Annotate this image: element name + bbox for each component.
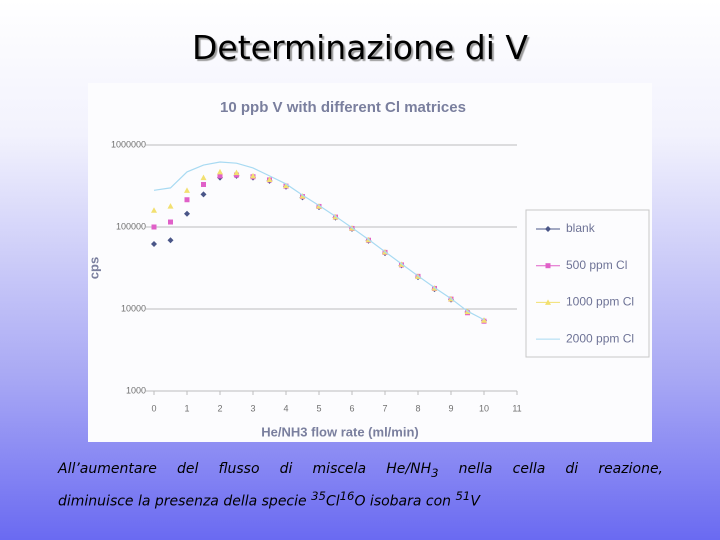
marker	[151, 241, 157, 248]
x-tick-label: 9	[448, 403, 453, 413]
legend-label: 1000 ppm Cl	[566, 295, 634, 309]
x-tick-label: 10	[479, 403, 489, 413]
marker	[201, 181, 206, 187]
caption-text: V	[470, 493, 480, 510]
x-tick-label: 2	[217, 403, 222, 413]
y-axis-label: cps	[86, 257, 101, 279]
legend-label: blank	[566, 221, 596, 235]
caption-sup: 35	[311, 488, 326, 503]
marker	[167, 203, 174, 209]
x-tick-label: 1	[184, 403, 189, 413]
caption-line: All’aumentare del flusso di miscela He/N…	[58, 458, 663, 485]
legend-label: 2000 ppm Cl	[566, 331, 634, 345]
marker	[200, 191, 207, 198]
marker	[217, 168, 223, 175]
legend-box	[525, 209, 650, 358]
marker	[250, 172, 256, 179]
marker	[151, 224, 157, 230]
caption-text: All’aumentare del flusso di miscela He/N…	[58, 461, 432, 477]
x-tick-label: 7	[382, 403, 387, 413]
marker	[184, 187, 190, 193]
legend-marker	[545, 299, 551, 305]
series-line	[153, 161, 485, 321]
x-tick-label: 4	[283, 403, 288, 413]
y-tick-label: 1000000	[111, 139, 146, 149]
marker	[299, 193, 306, 199]
marker	[283, 182, 289, 189]
x-tick-label: 6	[349, 403, 354, 413]
caption-text: diminuisce la presenza della specie	[58, 493, 312, 510]
legend-label: 500 ppm Cl	[566, 258, 627, 272]
x-tick-label: 11	[512, 403, 521, 413]
legend-marker	[545, 263, 551, 269]
x-tick-label: 3	[250, 403, 255, 413]
legend-marker	[545, 226, 551, 232]
chart: 10 ppb V with different Cl matrices He/N…	[86, 98, 650, 440]
caption-text: Cl	[325, 493, 340, 510]
marker	[184, 210, 190, 217]
x-tick-label: 8	[415, 403, 420, 413]
caption-sup: 51	[455, 488, 471, 503]
x-axis-label: He/NH3 flow rate (ml/min)	[261, 424, 418, 439]
marker	[168, 219, 173, 225]
slide-title: Determinazione di V	[192, 28, 528, 67]
marker	[481, 317, 487, 323]
caption-text: nella cella di reazione,	[438, 461, 664, 477]
caption-sup: 16	[339, 488, 355, 503]
marker	[184, 197, 190, 203]
caption-text: O isobara con	[354, 493, 456, 510]
chart-title: 10 ppb V with different Cl matrices	[220, 99, 466, 116]
marker	[266, 176, 273, 182]
caption: All’aumentare del flusso di miscela He/N…	[58, 458, 663, 513]
marker	[151, 207, 157, 213]
marker	[200, 174, 207, 181]
y-tick-label: 100000	[116, 221, 146, 231]
y-tick-label: 1000	[126, 385, 146, 395]
y-tick-label: 10000	[121, 303, 146, 313]
caption-sub: 3	[431, 465, 439, 480]
marker	[217, 173, 223, 179]
marker	[167, 237, 174, 244]
x-tick-label: 5	[316, 403, 321, 413]
x-tick-label: 0	[151, 403, 156, 413]
marker	[233, 169, 240, 176]
